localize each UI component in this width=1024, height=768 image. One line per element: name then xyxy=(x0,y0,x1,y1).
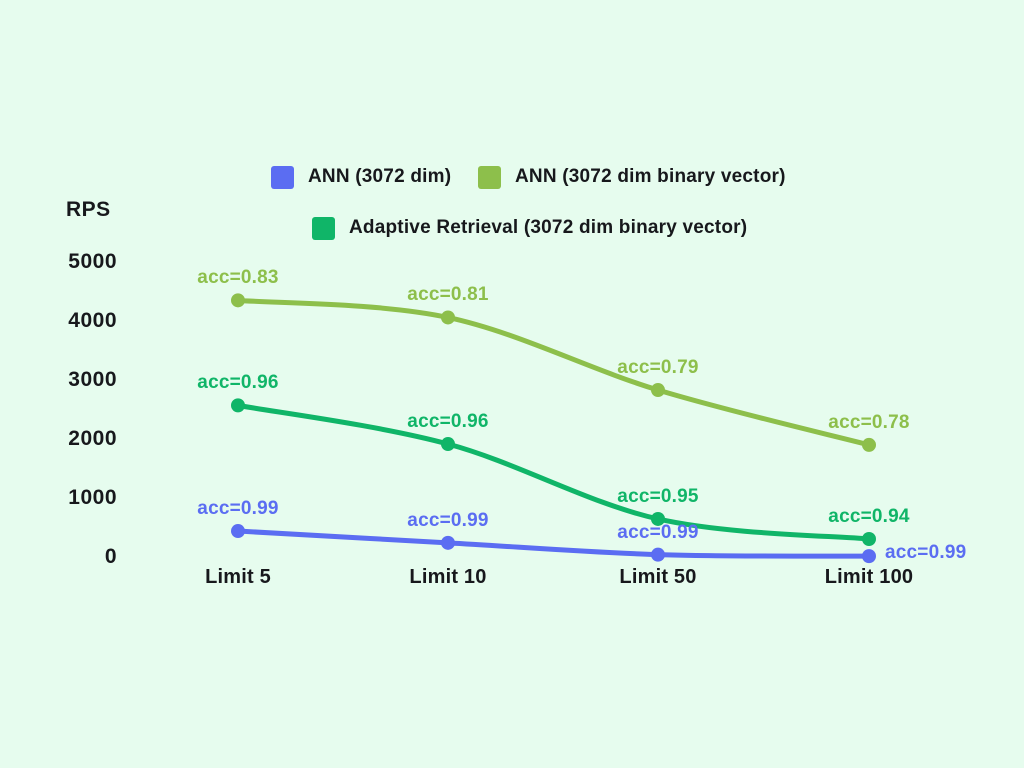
data-point xyxy=(651,511,665,526)
legend-swatch-icon xyxy=(478,165,501,189)
legend-label: ANN (3072 dim binary vector) xyxy=(515,166,786,187)
legend-swatch-icon xyxy=(271,165,294,189)
x-tick-label: Limit 50 xyxy=(619,566,697,588)
legend-item-ann-binary: ANN (3072 dim binary vector) xyxy=(478,165,786,189)
accuracy-annotation: acc=0.96 xyxy=(197,372,279,394)
series-line xyxy=(235,297,872,448)
accuracy-annotation: acc=0.83 xyxy=(197,267,279,289)
data-point xyxy=(231,293,245,308)
series-line xyxy=(235,528,872,559)
y-tick-label: 2000 xyxy=(68,427,117,450)
series-line xyxy=(235,402,872,542)
accuracy-annotation: acc=0.81 xyxy=(407,284,489,306)
y-axis-title: RPS xyxy=(66,198,111,221)
y-tick-label: 5000 xyxy=(68,250,117,273)
y-tick-label: 0 xyxy=(104,545,117,568)
x-tick-label: Limit 10 xyxy=(409,566,487,588)
x-tick-label: Limit 100 xyxy=(824,566,914,588)
legend-label: ANN (3072 dim) xyxy=(308,166,452,187)
accuracy-annotation: acc=0.96 xyxy=(407,411,489,432)
accuracy-annotation: acc=0.99 xyxy=(617,521,699,543)
data-point xyxy=(441,535,455,550)
legend-item-adaptive-retrieval: Adaptive Retrieval (3072 dim binary vect… xyxy=(312,216,747,240)
data-point xyxy=(441,437,455,452)
legend-label: Adaptive Retrieval (3072 dim binary vect… xyxy=(349,217,748,238)
data-point xyxy=(651,547,665,562)
y-tick-label: 1000 xyxy=(68,486,117,509)
legend-item-ann: ANN (3072 dim) xyxy=(271,165,451,189)
data-point xyxy=(862,532,876,547)
accuracy-annotation: acc=0.99 xyxy=(885,542,967,564)
accuracy-annotation: acc=0.94 xyxy=(828,506,910,527)
accuracy-annotation: acc=0.99 xyxy=(407,509,489,531)
data-point xyxy=(862,437,876,452)
data-point xyxy=(231,524,245,539)
data-point xyxy=(862,549,876,564)
x-tick-label: Limit 5 xyxy=(205,566,271,588)
legend-swatch-icon xyxy=(312,216,335,240)
accuracy-annotation: acc=0.95 xyxy=(617,485,699,507)
data-point xyxy=(441,310,455,325)
accuracy-annotation: acc=0.78 xyxy=(828,411,910,433)
y-tick-label: 4000 xyxy=(68,309,117,332)
y-tick-label: 3000 xyxy=(68,368,117,391)
data-point xyxy=(231,398,245,413)
accuracy-annotation: acc=0.99 xyxy=(197,498,279,520)
accuracy-annotation: acc=0.79 xyxy=(617,357,699,379)
data-point xyxy=(651,383,665,398)
